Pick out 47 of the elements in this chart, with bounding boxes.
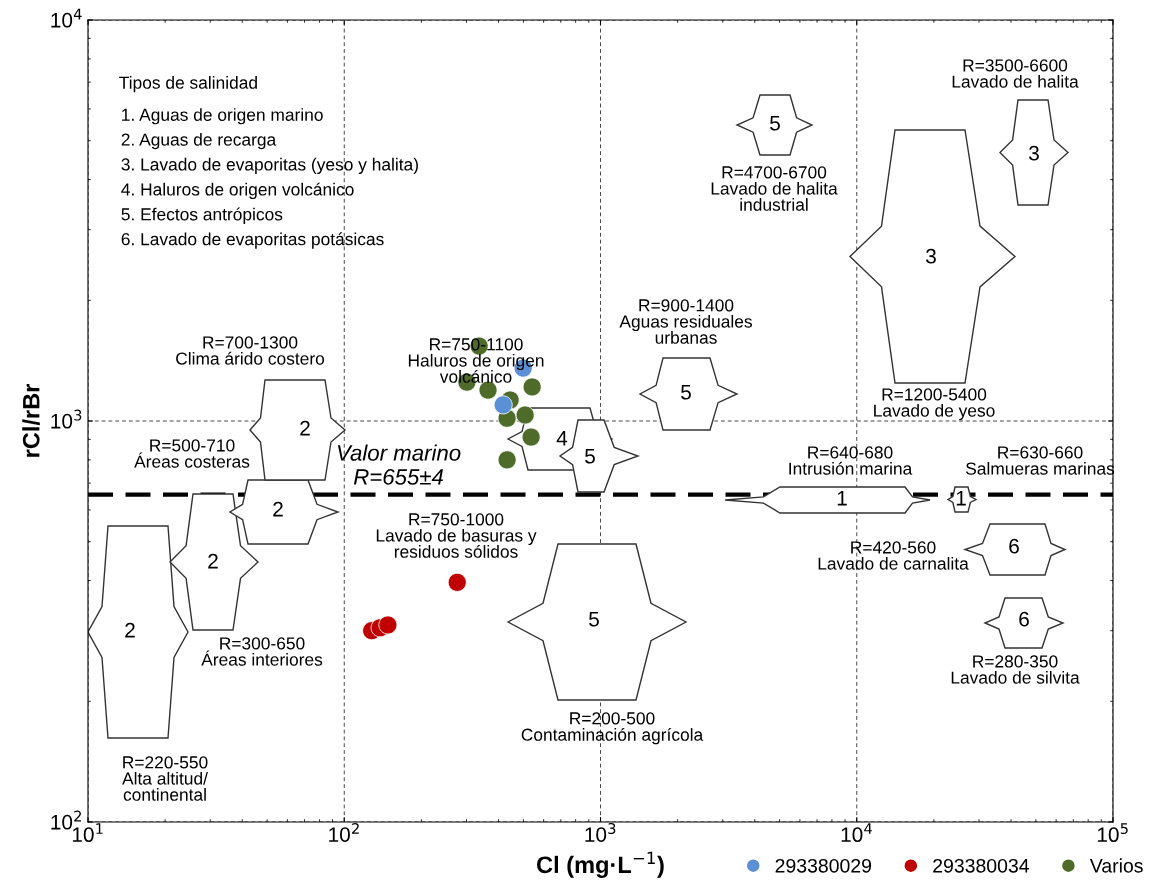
annotation: R=750-1000 Lavado de basuras y residuos sólidos (376, 513, 537, 558)
annotation: R=200-500 Contaminación agrícola (521, 712, 704, 745)
annotation: R=300-650 Áreas interiores (201, 637, 323, 666)
annotation: 3. Lavado de evaporitas (yeso y halita) (121, 157, 418, 175)
annotation: 5. Efectos antrópicos (121, 207, 283, 224)
annotation: 5 (681, 385, 691, 400)
legend-label: 293380034 (933, 858, 1029, 873)
annotation: 4. Haluros de origen volcánico (121, 182, 354, 200)
annotation: R=220-550 Alta altitud/ continental (122, 756, 208, 801)
annotation: 6 (1019, 611, 1029, 627)
annotation: 5 (589, 612, 599, 627)
annotation: 2 (208, 553, 218, 569)
annotation: 2 (273, 501, 283, 517)
annotation: 4 (556, 431, 568, 446)
x-tick-label: 10$^{2}$ (329, 823, 359, 842)
x-axis-title: Cl (mg·L$^{−1}$) (537, 851, 664, 878)
annotation: R=1200-5400 Lavado de yeso (874, 388, 995, 421)
x-tick-label: 10$^{3}$ (585, 823, 616, 842)
annotation: R=640-680 Intrusión marina (789, 446, 913, 475)
annotation: 5 (585, 449, 595, 464)
legend-label: Varios (1089, 858, 1143, 873)
annotation: R=500-710 Áreas costeras (134, 439, 250, 468)
annotation: R=900-1400 Aguas residuales urbanas (619, 299, 752, 344)
annotation: 3 (1029, 145, 1039, 161)
annotation: 1 (956, 491, 966, 506)
annotation: 6 (1009, 538, 1019, 554)
y-axis-title: rCl/rBr (22, 383, 40, 457)
x-tick-label: 10$^{5}$ (1097, 823, 1128, 843)
legend-label: 293380029 (775, 858, 872, 873)
annotation: 3 (926, 248, 936, 264)
annotation: R=700-1300 Clima árido costero (176, 336, 325, 365)
annotation: 1. Aguas de origen marino (122, 108, 323, 125)
annotation: 6. Lavado de evaporitas potásicas (121, 232, 384, 249)
annotation: 1 (837, 491, 847, 506)
annotation: R=3500-6600 Lavado de halita (952, 59, 1079, 88)
annotation: 2 (125, 622, 135, 638)
annotation: Tipos de salinidad (119, 76, 257, 93)
y-tick-label: 10$^{3}$ (51, 409, 82, 429)
annotation: R=4700-6700 Lavado de halita industrial (711, 166, 838, 211)
x-tick-label: 10$^{4}$ (841, 823, 872, 843)
annotation: 5 (770, 116, 780, 131)
ref-line-label: Valor marino R=655±4 (337, 444, 461, 485)
y-tick-label: 10$^{4}$ (51, 8, 82, 28)
annotation: 2. Aguas de recarga (121, 133, 277, 150)
annotation: R=420-560 Lavado de carnalita (818, 541, 969, 570)
annotation: R=280-350 Lavado de silvita (951, 655, 1080, 684)
annotation: 2 (300, 420, 310, 436)
